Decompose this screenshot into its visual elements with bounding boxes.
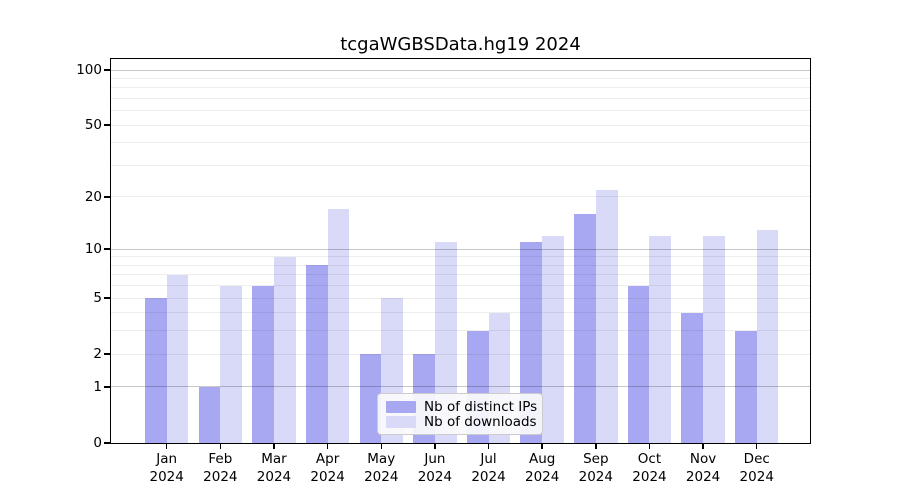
bar-downloads-nov xyxy=(703,235,725,443)
plot-area xyxy=(110,58,811,444)
gridline-7 xyxy=(111,274,810,276)
bar-distinct-ips-jan xyxy=(145,298,167,443)
gridline-5 xyxy=(111,297,810,299)
bar-downloads-oct xyxy=(649,235,672,443)
x-tick-label-jun: Jun 2024 xyxy=(417,451,453,485)
gridline-10 xyxy=(111,248,810,250)
x-tick-label-jul: Jul 2024 xyxy=(471,451,506,485)
x-tick-feb xyxy=(219,443,222,449)
bar-downloads-jun xyxy=(434,242,457,443)
x-tick-label-may: May 2024 xyxy=(364,451,399,485)
x-tick-label-sep: Sep 2024 xyxy=(578,451,613,485)
legend-item-downloads: Nb of downloads xyxy=(386,413,537,430)
legend: Nb of distinct IPs Nb of downloads xyxy=(377,393,543,435)
y-tick-0 xyxy=(104,442,110,444)
y-tick-label-100: 100 xyxy=(76,62,102,78)
bar-distinct-ips-oct xyxy=(627,285,650,443)
legend-label-downloads: Nb of downloads xyxy=(424,413,537,430)
x-tick-apr xyxy=(326,443,329,449)
chart-title: tcgaWGBSData.hg19 2024 xyxy=(340,34,581,55)
bar-distinct-ips-mar xyxy=(252,285,274,443)
gridline-40 xyxy=(111,142,810,144)
y-tick-2 xyxy=(104,353,110,355)
x-tick-oct xyxy=(648,443,651,449)
gridline-8 xyxy=(111,264,810,266)
y-tick-label-20: 20 xyxy=(84,188,102,205)
x-tick-jul xyxy=(487,443,490,449)
x-tick-label-dec: Dec 2024 xyxy=(739,451,774,485)
bar-distinct-ips-apr xyxy=(305,265,328,443)
gridline-50 xyxy=(111,124,810,126)
legend-swatch-downloads xyxy=(386,415,416,428)
gridline-4 xyxy=(111,312,810,314)
x-tick-jun xyxy=(434,443,436,449)
x-tick-dec xyxy=(755,443,758,449)
y-tick-20 xyxy=(104,196,110,198)
bar-distinct-ips-feb xyxy=(198,386,221,443)
bar-distinct-ips-sep xyxy=(574,214,596,443)
bar-distinct-ips-dec xyxy=(735,330,757,443)
legend-swatch-distinct-ips xyxy=(386,400,416,413)
gridline-2 xyxy=(111,353,810,355)
gridline-80 xyxy=(111,87,810,89)
gridline-3 xyxy=(111,330,810,332)
x-tick-nov xyxy=(702,443,704,449)
bar-distinct-ips-nov xyxy=(681,312,704,443)
gridline-90 xyxy=(111,77,810,79)
x-tick-label-apr: Apr 2024 xyxy=(310,451,345,485)
x-tick-label-aug: Aug 2024 xyxy=(524,451,560,485)
gridline-20 xyxy=(111,196,810,198)
x-tick-may xyxy=(380,443,382,449)
x-tick-label-mar: Mar 2024 xyxy=(256,451,292,485)
gridline-60 xyxy=(111,110,810,112)
y-tick-label-0: 0 xyxy=(93,435,102,451)
y-tick-10 xyxy=(104,248,110,250)
legend-item-distinct-ips: Nb of distinct IPs xyxy=(386,398,538,415)
gridline-9 xyxy=(111,256,810,258)
x-tick-label-oct: Oct 2024 xyxy=(632,451,667,485)
x-tick-jan xyxy=(165,443,168,449)
x-tick-label-nov: Nov 2024 xyxy=(685,451,721,485)
gridline-6 xyxy=(111,285,810,287)
bar-downloads-feb xyxy=(220,285,243,443)
gridline-1 xyxy=(111,386,810,388)
y-tick-label-5: 5 xyxy=(93,290,102,307)
y-tick-5 xyxy=(104,297,110,299)
x-tick-aug xyxy=(541,443,543,449)
bar-downloads-aug xyxy=(542,235,564,443)
y-tick-label-10: 10 xyxy=(84,241,102,258)
y-tick-label-1: 1 xyxy=(93,378,102,395)
gridline-70 xyxy=(111,97,810,99)
y-tick-label-50: 50 xyxy=(84,117,102,134)
bar-downloads-jan xyxy=(166,274,189,443)
bar-downloads-dec xyxy=(756,229,779,443)
x-tick-label-jan: Jan 2024 xyxy=(149,451,184,485)
bar-downloads-sep xyxy=(595,189,618,443)
gridline-30 xyxy=(111,164,810,166)
bar-downloads-mar xyxy=(273,256,296,443)
gridline-100 xyxy=(111,69,810,71)
x-tick-label-feb: Feb 2024 xyxy=(203,451,238,485)
bar-distinct-ips-may xyxy=(359,354,382,443)
y-tick-1 xyxy=(104,386,110,388)
y-tick-label-2: 2 xyxy=(93,346,102,363)
y-tick-50 xyxy=(104,124,110,126)
bar-downloads-apr xyxy=(327,209,350,443)
x-tick-sep xyxy=(595,443,597,449)
legend-label-distinct-ips: Nb of distinct IPs xyxy=(424,398,538,415)
y-tick-100 xyxy=(104,69,110,71)
x-tick-mar xyxy=(273,443,275,449)
bar-distinct-ips-aug xyxy=(520,242,543,443)
